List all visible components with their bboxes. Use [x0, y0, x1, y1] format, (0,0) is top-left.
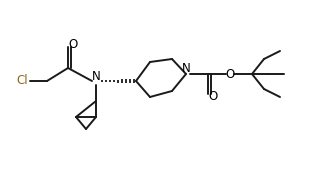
Text: Cl: Cl	[16, 75, 28, 88]
Text: O: O	[225, 67, 235, 80]
Text: O: O	[68, 38, 78, 51]
Text: N: N	[92, 69, 100, 82]
Text: O: O	[208, 91, 217, 103]
Text: N: N	[182, 63, 190, 76]
